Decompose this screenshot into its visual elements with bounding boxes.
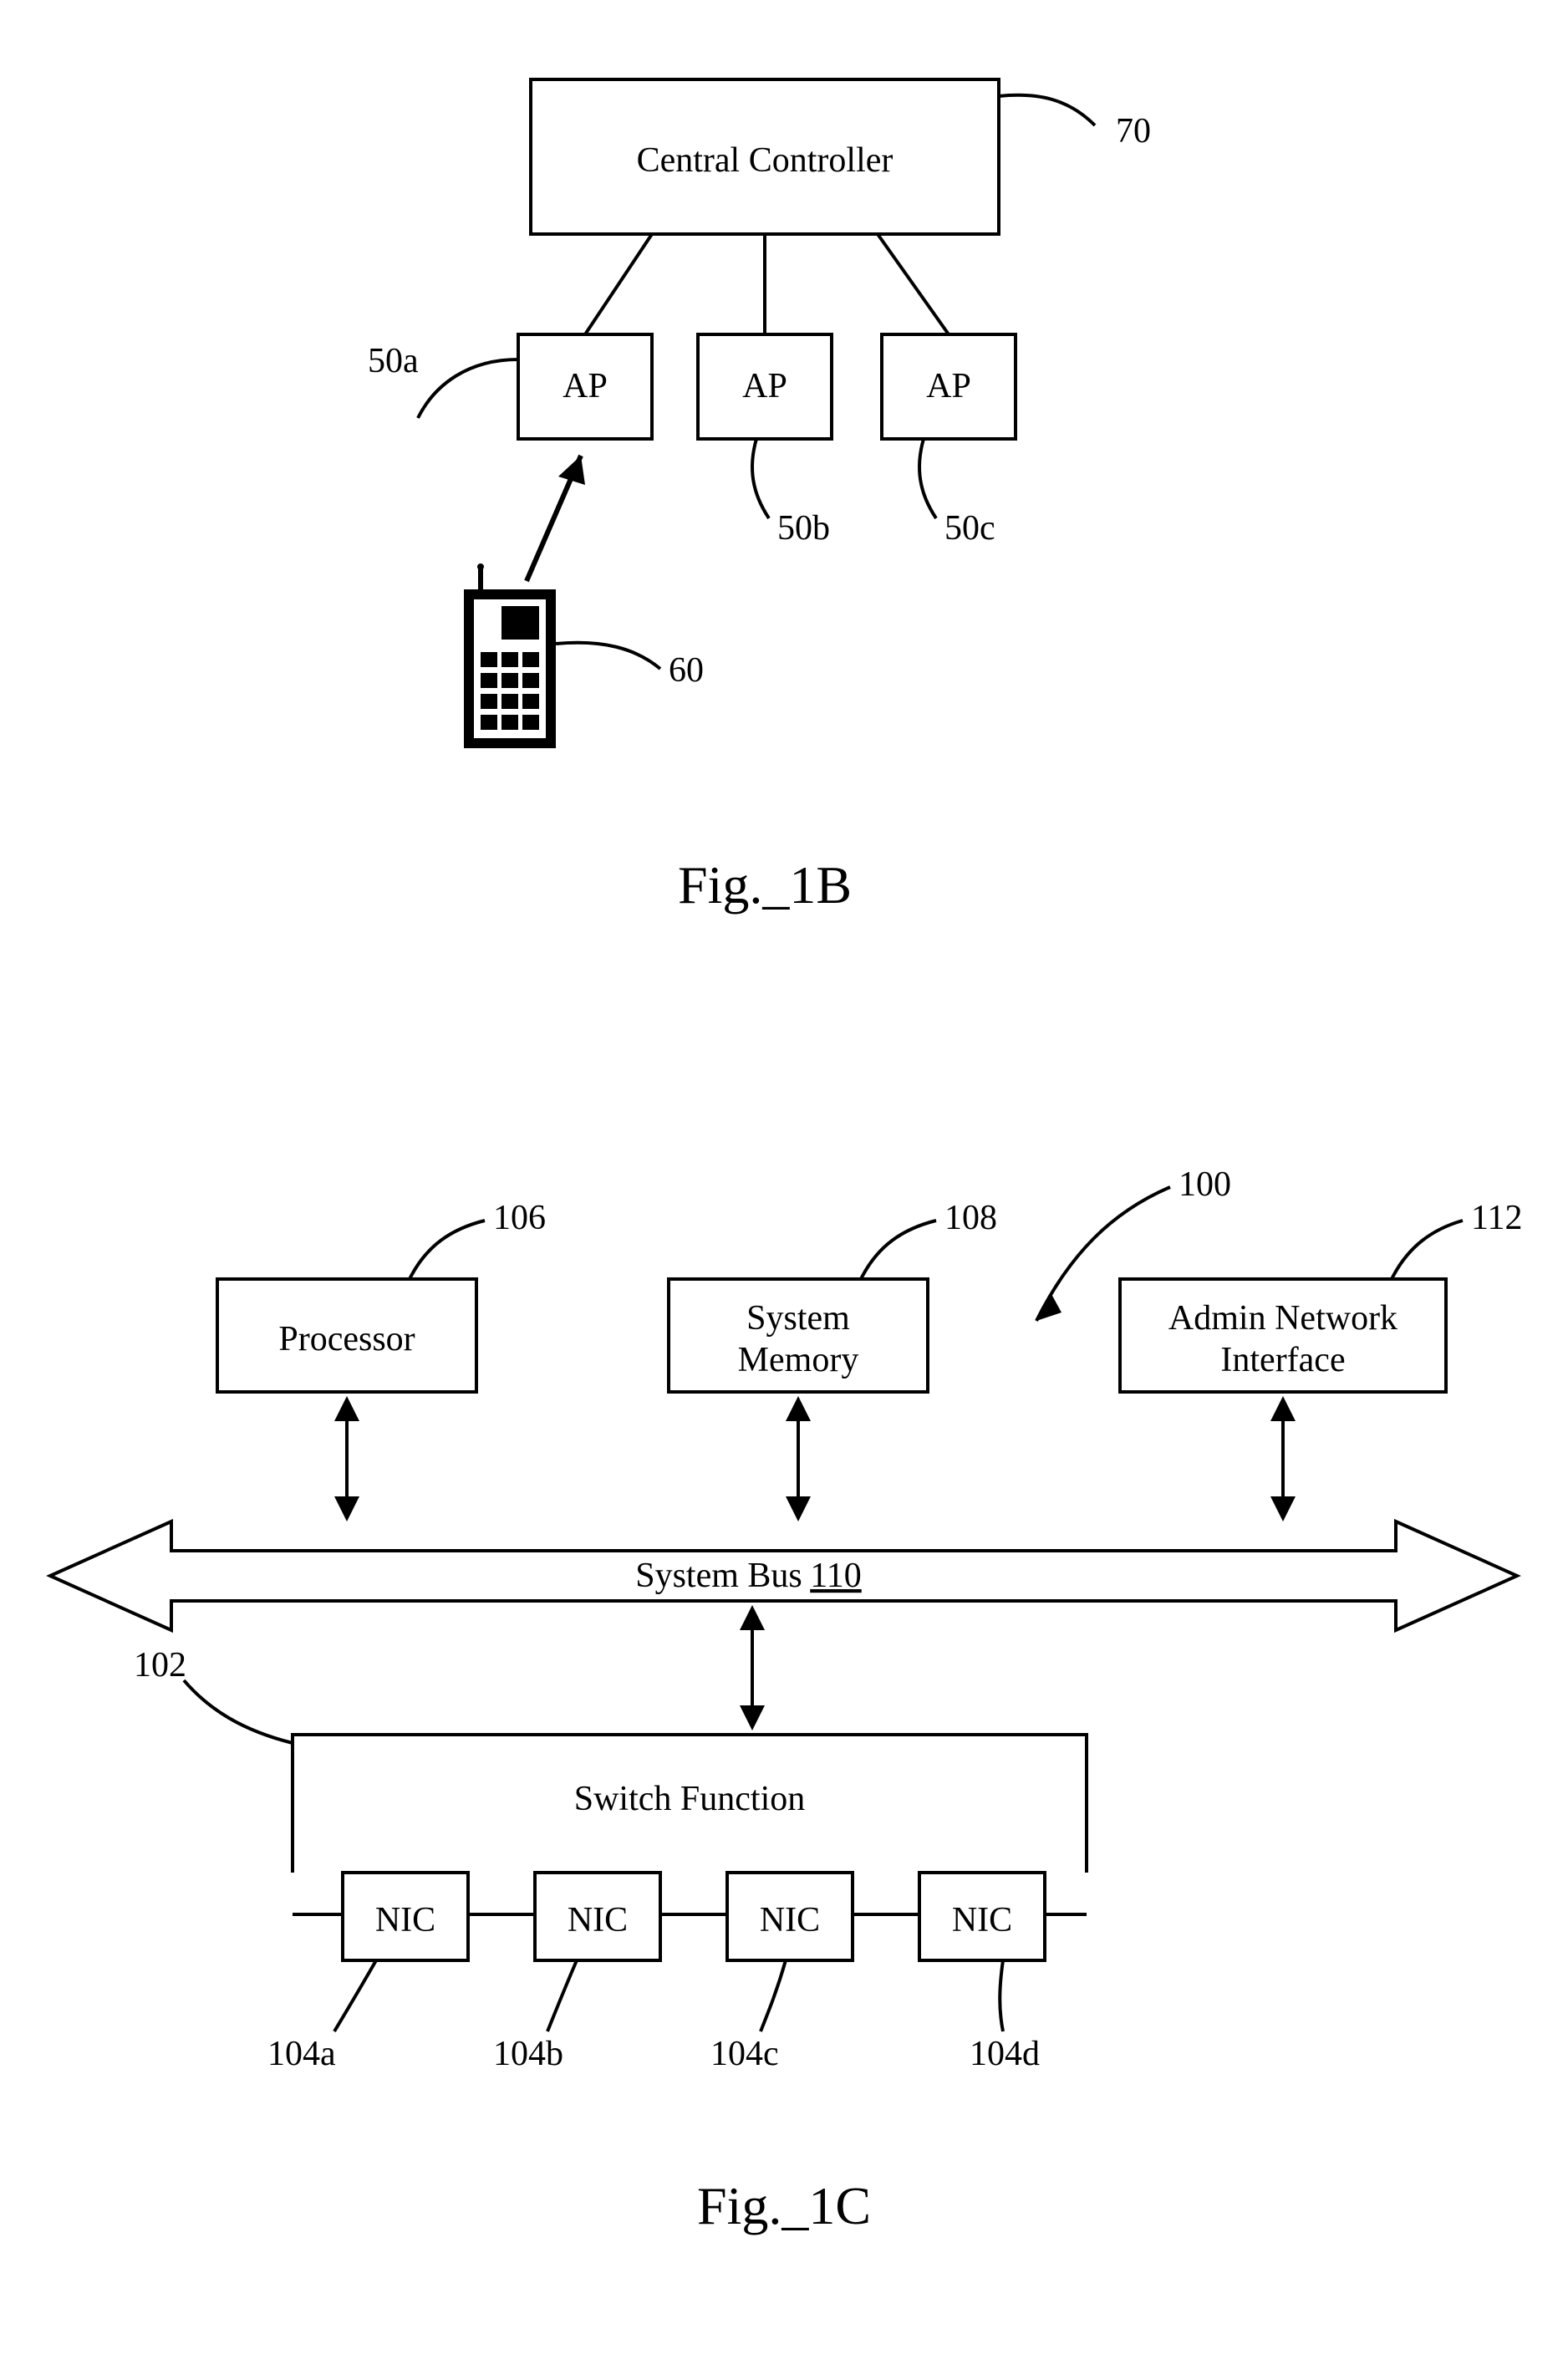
ref-102-leader <box>184 1680 293 1743</box>
cc-ap3-line <box>878 234 949 334</box>
ref-112: 112 <box>1471 1199 1522 1237</box>
ref-104a-leader <box>334 1960 376 2031</box>
ref-50a-leader <box>418 359 518 418</box>
system-bus: System Bus 110 <box>50 1521 1517 1630</box>
ref-60-leader <box>556 643 660 669</box>
ref-102: 102 <box>134 1646 186 1684</box>
switch-label: Switch Function <box>574 1780 806 1818</box>
memory-label-2: Memory <box>738 1341 859 1379</box>
central-controller-label: Central Controller <box>637 141 893 180</box>
fig1b-caption: Fig._1B <box>678 855 852 915</box>
ref-104b-leader <box>547 1960 577 2031</box>
ref-100: 100 <box>1179 1165 1231 1204</box>
ap2-label: AP <box>742 367 787 405</box>
admin-bus-arrow <box>1270 1396 1296 1521</box>
ref-60: 60 <box>669 651 704 690</box>
bus-switch-arrow <box>740 1605 765 1730</box>
ref-106: 106 <box>493 1199 546 1237</box>
proc-bus-arrow <box>334 1396 359 1521</box>
ref-50b: 50b <box>777 509 830 548</box>
ref-104d-leader <box>1000 1960 1003 2031</box>
fig-1c: 106 108 100 112 Processor System Memory … <box>50 1165 1522 2235</box>
ref-104c: 104c <box>710 2035 779 2073</box>
ref-50c: 50c <box>944 509 995 548</box>
ap3-label: AP <box>926 367 971 405</box>
ref-50c-leader <box>919 439 936 518</box>
ref-50b-leader <box>752 439 769 518</box>
nic2-label: NIC <box>568 1901 628 1939</box>
diagram-svg: Central Controller 70 AP AP AP 50a 50b 5… <box>0 0 1568 2370</box>
admin-label-1: Admin Network <box>1168 1299 1397 1338</box>
admin-label-2: Interface <box>1220 1341 1345 1379</box>
fig-1b: Central Controller 70 AP AP AP 50a 50b 5… <box>368 79 1151 915</box>
processor-label: Processor <box>278 1320 415 1358</box>
handheld-device-icon <box>464 563 556 748</box>
ref-50a: 50a <box>368 342 419 380</box>
mem-bus-arrow <box>786 1396 811 1521</box>
memory-label-1: System <box>746 1299 850 1338</box>
ref-108: 108 <box>944 1199 997 1237</box>
fig1c-caption: Fig._1C <box>697 2176 871 2235</box>
ref-108-leader <box>861 1221 936 1279</box>
ref-70-leader <box>999 95 1095 125</box>
cc-ap1-line <box>585 234 652 334</box>
ap1-label: AP <box>563 367 608 405</box>
nic3-label: NIC <box>760 1901 820 1939</box>
nic4-label: NIC <box>952 1901 1012 1939</box>
nic1-label: NIC <box>375 1901 435 1939</box>
ref-104c-leader <box>761 1960 786 2031</box>
ref-100-leader <box>1036 1187 1170 1321</box>
ref-104a: 104a <box>267 2035 336 2073</box>
ref-112-leader <box>1392 1221 1463 1279</box>
device-ap-arrowhead <box>558 456 585 485</box>
ref-104b: 104b <box>493 2035 563 2073</box>
bus-ref: 110 <box>810 1557 861 1595</box>
ref-106-leader <box>410 1221 485 1279</box>
ref-70: 70 <box>1116 112 1151 150</box>
ref-104d: 104d <box>970 2035 1040 2073</box>
page: Central Controller 70 AP AP AP 50a 50b 5… <box>0 0 1568 2370</box>
bus-label: System Bus <box>635 1557 802 1595</box>
